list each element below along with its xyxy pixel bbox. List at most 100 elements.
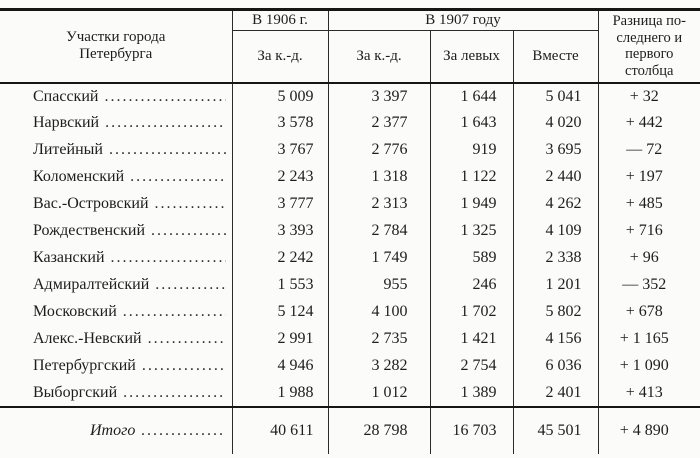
diff-cell: — 72 xyxy=(626,141,663,158)
district-name: Алекс.-Невский xyxy=(33,330,226,348)
left1907-cell: 1 122 xyxy=(430,163,514,191)
district-name: Московский xyxy=(33,303,226,321)
diff-cell: + 197 xyxy=(625,168,663,185)
subheader-together: Вместе xyxy=(513,30,599,84)
together1907-cell: 2 401 xyxy=(513,379,599,407)
table-row: Алекс.-Невский 2 991 2 735 1 421 4 156 +… xyxy=(0,325,700,353)
kd1907-cell: 2 776 xyxy=(328,136,431,164)
district-name: Адмиралтейский xyxy=(33,276,226,294)
district-name-cell: Литейный xyxy=(0,136,233,164)
left1907-cell: 1 325 xyxy=(430,217,514,245)
kd1906-cell: 5 009 xyxy=(232,82,329,110)
total-label-cell: Итого xyxy=(0,405,233,454)
district-name: Рождественский xyxy=(33,222,226,240)
kd1906-cell: 5 124 xyxy=(232,298,329,326)
table-row: Рождественский 3 393 2 784 1 325 4 109 +… xyxy=(0,217,700,245)
total-kd1906-cell: 40 611 xyxy=(232,405,329,454)
kd1907-cell: 955 xyxy=(328,271,431,299)
header-districts: Участки города Петербурга xyxy=(0,9,233,84)
together1907-cell: 4 262 xyxy=(513,190,599,218)
table-row: Казанский 2 242 1 749 589 2 338 + 96 xyxy=(0,244,700,272)
diff-cell: + 442 xyxy=(625,114,663,131)
left1907-cell: 1 949 xyxy=(430,190,514,218)
district-name: Спасский xyxy=(33,88,226,106)
together1907-cell: 2 440 xyxy=(513,163,599,191)
table-row: Коломенский 2 243 1 318 1 122 2 440 + 19… xyxy=(0,163,700,191)
total-kd1907-cell: 28 798 xyxy=(328,405,431,454)
header-1906: В 1906 г. xyxy=(232,9,329,31)
kd1907-cell: 3 282 xyxy=(328,352,431,380)
kd1907-cell: 1 012 xyxy=(328,379,431,407)
kd1907-cell: 2 313 xyxy=(328,190,431,218)
total-left1907-cell: 16 703 xyxy=(430,405,514,454)
district-name-cell: Нарвский xyxy=(0,109,233,137)
together1907-cell: 4 020 xyxy=(513,109,599,137)
together1907-cell: 5 802 xyxy=(513,298,599,326)
kd1906-cell: 2 991 xyxy=(232,325,329,353)
together1907-cell: 5 041 xyxy=(513,82,599,110)
together1907-cell: 4 156 xyxy=(513,325,599,353)
left1907-cell: 1 702 xyxy=(430,298,514,326)
diff-cell: + 96 xyxy=(629,249,659,266)
total-label: Итого xyxy=(90,422,226,440)
diff-cell: + 1 165 xyxy=(619,330,669,347)
diff-cell: — 352 xyxy=(622,276,667,293)
diff-cell: + 678 xyxy=(625,303,663,320)
kd1906-cell: 4 946 xyxy=(232,352,329,380)
total-diff-cell: + 4 890 xyxy=(598,405,700,454)
subheader-kd-1907: За к.-д. xyxy=(328,30,431,84)
left1907-cell: 2 754 xyxy=(430,352,514,380)
table-row: Литейный 3 767 2 776 919 3 695 — 72 xyxy=(0,136,700,164)
kd1907-cell: 2 735 xyxy=(328,325,431,353)
table-row: Выборгский 1 988 1 012 1 389 2 401 + 413 xyxy=(0,379,700,407)
kd1906-cell: 3 777 xyxy=(232,190,329,218)
left1907-cell: 589 xyxy=(430,244,514,272)
left1907-cell: 1 644 xyxy=(430,82,514,110)
kd1907-cell: 4 100 xyxy=(328,298,431,326)
district-name: Петербургский xyxy=(33,357,226,375)
table-row: Московский 5 124 4 100 1 702 5 802 + 678 xyxy=(0,298,700,326)
kd1907-cell: 1 318 xyxy=(328,163,431,191)
diff-cell: + 32 xyxy=(629,87,659,105)
district-name: Казанский xyxy=(33,249,226,267)
kd1907-cell: 2 784 xyxy=(328,217,431,245)
district-name: Выборгский xyxy=(33,384,226,402)
diff-cell: + 485 xyxy=(625,195,663,212)
district-name: Литейный xyxy=(33,141,226,159)
header-row-years: Участки города Петербурга В 1906 г. В 19… xyxy=(0,9,700,84)
header-difference: Разница по- следнего и первого столбца xyxy=(598,9,700,84)
kd1906-cell: 1 553 xyxy=(232,271,329,299)
diff-cell: + 716 xyxy=(625,222,663,239)
district-name-cell: Рождественский xyxy=(0,217,233,245)
district-name-cell: Вас.-Островский xyxy=(0,190,233,218)
district-name-cell: Московский xyxy=(0,298,233,326)
kd1907-cell: 1 749 xyxy=(328,244,431,272)
district-name-cell: Коломенский xyxy=(0,163,233,191)
kd1907-cell: 3 397 xyxy=(328,82,431,110)
subheader-left: За левых xyxy=(430,30,514,84)
left1907-cell: 1 643 xyxy=(430,109,514,137)
kd1906-cell: 2 243 xyxy=(232,163,329,191)
left1907-cell: 1 421 xyxy=(430,325,514,353)
together1907-cell: 6 036 xyxy=(513,352,599,380)
district-name-cell: Алекс.-Невский xyxy=(0,325,233,353)
total-together1907-cell: 45 501 xyxy=(513,405,599,454)
district-name: Вас.-Островский xyxy=(33,195,226,213)
table-row: Вас.-Островский 3 777 2 313 1 949 4 262 … xyxy=(0,190,700,218)
together1907-cell: 3 695 xyxy=(513,136,599,164)
header-1907: В 1907 году xyxy=(328,9,599,31)
table-row-total: Итого 40 611 28 798 16 703 45 501 + 4 89… xyxy=(0,405,700,454)
diff-cell: + 413 xyxy=(625,383,663,401)
district-name: Нарвский xyxy=(33,114,226,132)
header-row-sub: За к.-д. За к.-д. За левых Вместе xyxy=(0,30,700,84)
table-row: Спасский 5 009 3 397 1 644 5 041 + 32 xyxy=(0,82,700,110)
kd1906-cell: 3 393 xyxy=(232,217,329,245)
statistics-table: Участки города Петербурга В 1906 г. В 19… xyxy=(0,8,700,454)
kd1906-cell: 2 242 xyxy=(232,244,329,272)
subheader-kd-1906: За к.-д. xyxy=(232,30,329,84)
kd1906-cell: 3 767 xyxy=(232,136,329,164)
kd1906-cell: 1 988 xyxy=(232,379,329,407)
district-name-cell: Выборгский xyxy=(0,379,233,407)
kd1907-cell: 2 377 xyxy=(328,109,431,137)
district-name-cell: Адмиралтейский xyxy=(0,271,233,299)
